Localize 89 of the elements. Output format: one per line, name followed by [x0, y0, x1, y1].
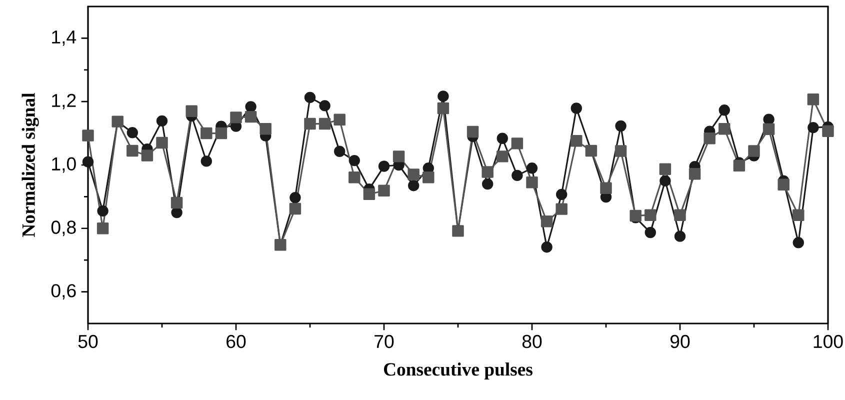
point [348, 154, 360, 166]
point [200, 156, 212, 167]
point [304, 118, 316, 130]
point [230, 112, 242, 124]
point [126, 144, 138, 157]
point [215, 127, 228, 140]
point [511, 138, 524, 150]
point [807, 94, 820, 106]
point [496, 150, 508, 162]
point [334, 146, 346, 157]
point [244, 110, 257, 123]
y-axis-title: Normalized signal [22, 92, 39, 237]
x-tick-label: 70 [374, 334, 394, 348]
point [496, 132, 508, 144]
point [688, 168, 701, 180]
point [200, 127, 212, 140]
point [718, 122, 730, 135]
point [660, 175, 671, 186]
point [126, 127, 138, 138]
point [570, 102, 582, 114]
point [763, 114, 774, 125]
point [659, 163, 672, 175]
point [526, 176, 538, 188]
x-tick-label: 80 [522, 334, 542, 348]
point [644, 209, 656, 221]
point [615, 120, 626, 132]
point [260, 122, 272, 135]
point [512, 170, 523, 182]
x-tick-label: 60 [226, 334, 246, 348]
point [348, 171, 360, 184]
point [82, 130, 94, 142]
point [822, 125, 834, 137]
point [704, 132, 716, 144]
point [540, 216, 553, 228]
point [141, 150, 154, 162]
point [526, 162, 538, 174]
point [334, 114, 346, 126]
point [614, 145, 627, 157]
point [556, 203, 568, 215]
point [289, 202, 302, 215]
point [245, 101, 256, 112]
point [437, 102, 450, 114]
x-tick-label: 50 [78, 334, 98, 348]
point [438, 90, 449, 102]
point [792, 237, 804, 248]
y-tick-label: 0,6 [51, 284, 76, 300]
x-axis-title: Consecutive pulses [384, 362, 532, 380]
point [422, 171, 434, 184]
point [318, 118, 331, 130]
point [778, 178, 790, 191]
point [600, 182, 612, 194]
point [733, 160, 746, 172]
point [156, 136, 168, 149]
point [304, 92, 316, 104]
point [762, 123, 775, 136]
point [482, 166, 494, 178]
point [319, 100, 330, 112]
y-tick-label: 1,4 [52, 30, 76, 46]
point [674, 209, 686, 221]
point [808, 122, 819, 134]
x-tick-label: 100 [814, 334, 843, 348]
x-tick-label: 90 [670, 334, 690, 348]
y-tick-label: 1,2 [52, 94, 76, 110]
point [570, 135, 582, 147]
point [156, 115, 168, 127]
point [290, 192, 301, 204]
point [674, 230, 686, 242]
point [186, 105, 198, 117]
point [466, 126, 479, 138]
point [644, 226, 656, 238]
point [97, 205, 108, 217]
point [378, 184, 390, 197]
point [482, 178, 494, 190]
y-tick-label: 1,0 [52, 157, 76, 173]
point [792, 209, 804, 221]
point [378, 160, 390, 172]
point [96, 222, 109, 234]
point [408, 168, 420, 180]
point [392, 150, 405, 162]
point [556, 188, 568, 200]
point [82, 156, 94, 168]
point [748, 145, 760, 157]
point [541, 241, 552, 253]
point [718, 104, 730, 116]
point [630, 210, 642, 222]
point [408, 180, 420, 192]
point [170, 196, 183, 209]
y-tick-label: 0,8 [51, 220, 76, 236]
point [363, 188, 376, 200]
